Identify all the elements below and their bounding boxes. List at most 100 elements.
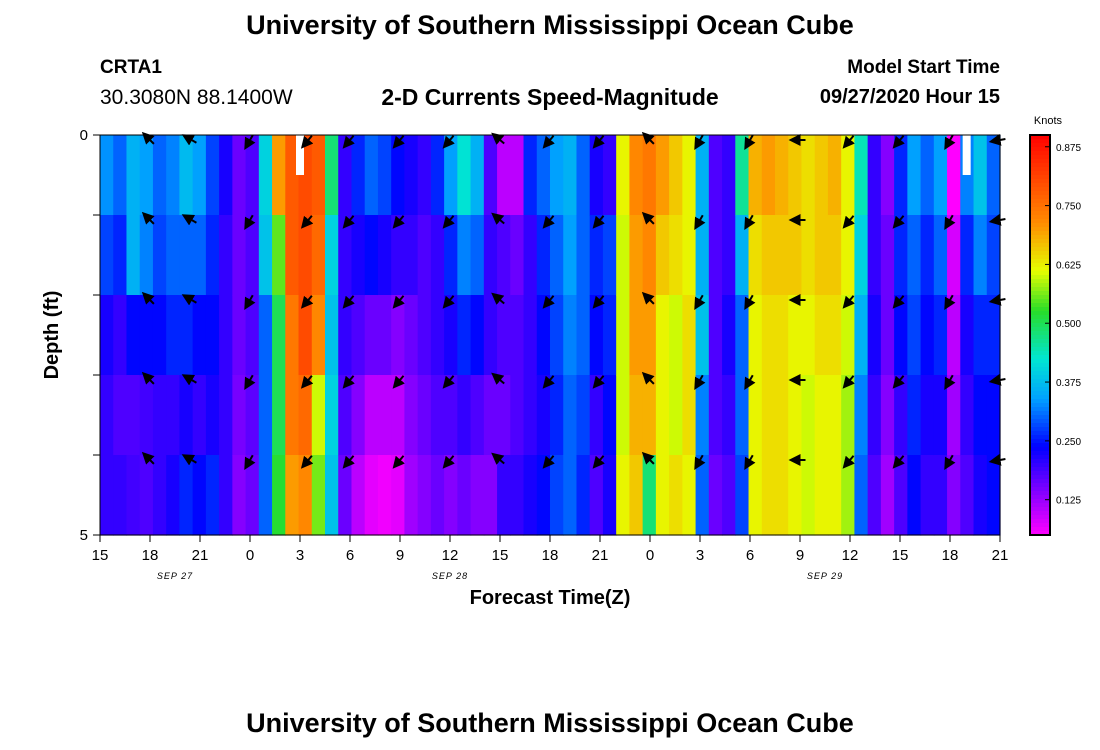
heatmap-cell bbox=[523, 295, 538, 376]
current-vector-arrow bbox=[842, 375, 855, 389]
heatmap-cell bbox=[338, 375, 353, 456]
heatmap-cell bbox=[470, 135, 485, 216]
current-vector-arrow bbox=[744, 374, 756, 390]
colorbar-segment bbox=[1030, 455, 1050, 460]
heatmap-cell bbox=[867, 215, 882, 296]
heatmap-cell bbox=[894, 215, 908, 296]
current-vector-arrow bbox=[181, 134, 197, 146]
x-tick-label: 6 bbox=[346, 547, 354, 564]
heatmap-cell bbox=[377, 135, 392, 216]
heatmap-cell bbox=[285, 215, 300, 296]
colorbar-segment bbox=[1030, 487, 1050, 492]
heatmap-cell bbox=[126, 215, 141, 296]
heatmap-cell bbox=[735, 375, 750, 456]
heatmap-cell bbox=[523, 375, 538, 456]
heatmap-cell bbox=[325, 375, 339, 456]
heatmap-cell bbox=[788, 455, 803, 536]
date-label: SEP 28 bbox=[432, 571, 468, 581]
heatmap-cell bbox=[814, 455, 829, 536]
heatmap-cell bbox=[272, 375, 286, 456]
heatmap-cell bbox=[272, 215, 286, 296]
colorbar-segment bbox=[1030, 515, 1050, 520]
x-tick-label: 18 bbox=[542, 547, 559, 564]
heatmap-cell bbox=[483, 135, 498, 216]
heatmap-cell bbox=[430, 135, 445, 216]
heatmap-cell bbox=[219, 135, 233, 216]
heatmap-cell bbox=[311, 135, 326, 216]
heatmap-cell bbox=[973, 455, 988, 536]
heatmap-cell bbox=[391, 215, 406, 296]
heatmap-cell bbox=[708, 135, 723, 216]
heatmap-cell bbox=[139, 295, 154, 376]
heatmap-cell bbox=[669, 215, 683, 296]
current-vector-arrow bbox=[244, 294, 256, 310]
heatmap-cell bbox=[735, 215, 750, 296]
current-vector-arrow bbox=[542, 215, 555, 229]
heatmap-cell bbox=[960, 215, 975, 296]
heatmap-cell bbox=[867, 135, 882, 216]
colorbar-segment bbox=[1030, 235, 1050, 240]
colorbar-segment bbox=[1030, 187, 1050, 192]
heatmap-cell bbox=[483, 375, 498, 456]
current-vector-arrow bbox=[244, 134, 256, 150]
heatmap-cell bbox=[933, 295, 948, 376]
current-vector-arrow bbox=[442, 375, 455, 389]
heatmap-cell bbox=[113, 215, 128, 296]
heatmap-cell bbox=[775, 295, 789, 376]
heatmap-cell bbox=[510, 215, 525, 296]
current-vector-arrow bbox=[491, 292, 505, 305]
heatmap-cell bbox=[192, 135, 207, 216]
heatmap-cell bbox=[497, 135, 511, 216]
heatmap-cell bbox=[708, 215, 723, 296]
current-vector-arrow bbox=[141, 371, 155, 385]
heatmap-cell bbox=[748, 215, 763, 296]
heatmap-cell bbox=[550, 215, 564, 296]
colorbar-tick-label: 0.625 bbox=[1056, 260, 1081, 271]
heatmap-cell bbox=[232, 135, 247, 216]
x-tick-label: 12 bbox=[442, 547, 459, 564]
colorbar-segment bbox=[1030, 319, 1050, 324]
heatmap-cell bbox=[682, 135, 697, 216]
heatmap-cell bbox=[761, 135, 776, 216]
heatmap-cell bbox=[867, 375, 882, 456]
current-vector-arrow bbox=[892, 135, 905, 149]
heatmap-cell bbox=[616, 455, 631, 536]
colorbar-segment bbox=[1030, 275, 1050, 280]
colorbar-segment bbox=[1030, 283, 1050, 288]
current-vector-arrow bbox=[442, 295, 455, 309]
colorbar-segment bbox=[1030, 423, 1050, 428]
current-vector-arrow bbox=[592, 375, 605, 389]
heatmap-cell bbox=[377, 295, 392, 376]
heatmap-cell bbox=[695, 215, 710, 296]
heatmap-cell bbox=[258, 215, 273, 296]
date-label: SEP 27 bbox=[157, 571, 193, 581]
heatmap-cell bbox=[219, 455, 233, 536]
x-tick-label: 21 bbox=[992, 547, 1009, 564]
colorbar-segment bbox=[1030, 163, 1050, 168]
heatmap-cell bbox=[126, 135, 141, 216]
heatmap-cell bbox=[563, 215, 578, 296]
model-start-time: 09/27/2020 Hour 15 bbox=[819, 86, 1000, 108]
colorbar-tick-label: 0.125 bbox=[1056, 496, 1081, 507]
heatmap-cell bbox=[642, 375, 657, 456]
current-vector-arrow bbox=[442, 455, 455, 469]
heatmap-cell bbox=[457, 455, 472, 536]
heatmap-cell bbox=[364, 295, 379, 376]
heatmap-cell bbox=[880, 455, 895, 536]
heatmap-cell bbox=[285, 455, 300, 536]
heatmap-cell bbox=[827, 215, 842, 296]
heatmap-cell bbox=[298, 295, 313, 376]
heatmap-cell bbox=[325, 455, 339, 536]
current-vector-arrow bbox=[342, 135, 355, 149]
heatmap-cell bbox=[576, 455, 591, 536]
heatmap-cell bbox=[192, 215, 207, 296]
current-vector-arrow bbox=[592, 295, 605, 309]
heatmap-cell bbox=[338, 295, 353, 376]
heatmap-cell bbox=[960, 375, 975, 456]
heatmap-cell bbox=[801, 375, 816, 456]
heatmap-cell bbox=[682, 215, 697, 296]
heatmap-cells bbox=[100, 135, 1001, 536]
current-vector-arrow bbox=[300, 295, 314, 309]
heatmap-cell bbox=[325, 295, 339, 376]
heatmap-cell bbox=[298, 375, 313, 456]
